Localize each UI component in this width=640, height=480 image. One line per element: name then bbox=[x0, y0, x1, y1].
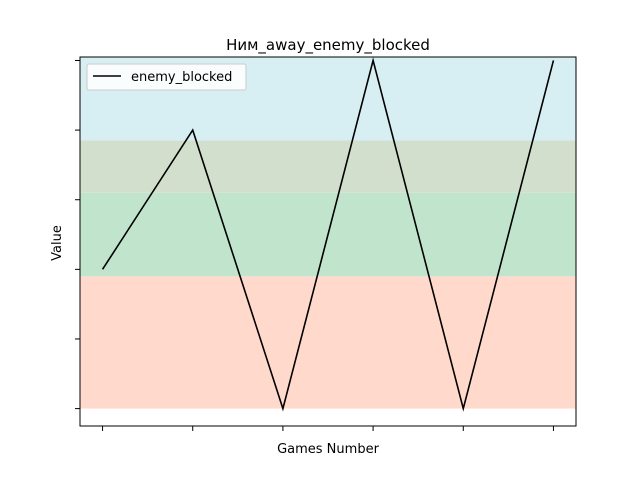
x-axis-ticks bbox=[102, 426, 554, 431]
legend-box bbox=[86, 63, 247, 91]
plot-frame bbox=[79, 56, 577, 427]
x-axis-label: Games Number bbox=[277, 442, 379, 457]
series-line-enemy-blocked bbox=[101, 57, 555, 412]
legend: enemy_blocked bbox=[86, 63, 247, 91]
y-axis-label: Value bbox=[50, 225, 65, 261]
chart-title: Ним_away_enemy_blocked bbox=[226, 36, 430, 55]
background-band-2 bbox=[80, 140, 576, 193]
y-axis-ticks bbox=[75, 59, 80, 410]
series-lines bbox=[101, 57, 555, 412]
background-bands bbox=[80, 57, 576, 409]
legend-entry-enemy-blocked: enemy_blocked bbox=[131, 70, 232, 85]
background-band-0 bbox=[80, 276, 576, 409]
